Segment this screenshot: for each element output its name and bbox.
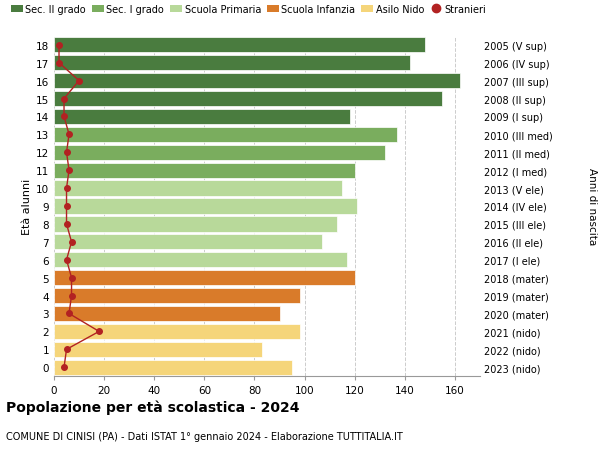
Y-axis label: Età alunni: Età alunni — [22, 179, 32, 235]
Bar — [54, 199, 357, 214]
Bar — [54, 252, 347, 268]
Bar — [54, 288, 299, 303]
Bar — [54, 128, 397, 143]
Bar — [54, 270, 355, 285]
Text: Popolazione per età scolastica - 2024: Popolazione per età scolastica - 2024 — [6, 399, 299, 414]
Bar — [54, 181, 342, 196]
Bar — [54, 217, 337, 232]
Bar — [54, 324, 299, 339]
Text: Anni di nascita: Anni di nascita — [587, 168, 597, 245]
Bar — [54, 163, 355, 179]
Bar — [54, 74, 460, 89]
Bar — [54, 306, 280, 321]
Bar — [54, 92, 442, 107]
Bar — [54, 38, 425, 53]
Bar — [54, 360, 292, 375]
Bar — [54, 146, 385, 161]
Legend: Sec. II grado, Sec. I grado, Scuola Primaria, Scuola Infanzia, Asilo Nido, Stran: Sec. II grado, Sec. I grado, Scuola Prim… — [11, 5, 487, 15]
Bar — [54, 235, 322, 250]
Bar — [54, 342, 262, 357]
Bar — [54, 110, 350, 125]
Bar — [54, 56, 410, 71]
Text: COMUNE DI CINISI (PA) - Dati ISTAT 1° gennaio 2024 - Elaborazione TUTTITALIA.IT: COMUNE DI CINISI (PA) - Dati ISTAT 1° ge… — [6, 431, 403, 442]
